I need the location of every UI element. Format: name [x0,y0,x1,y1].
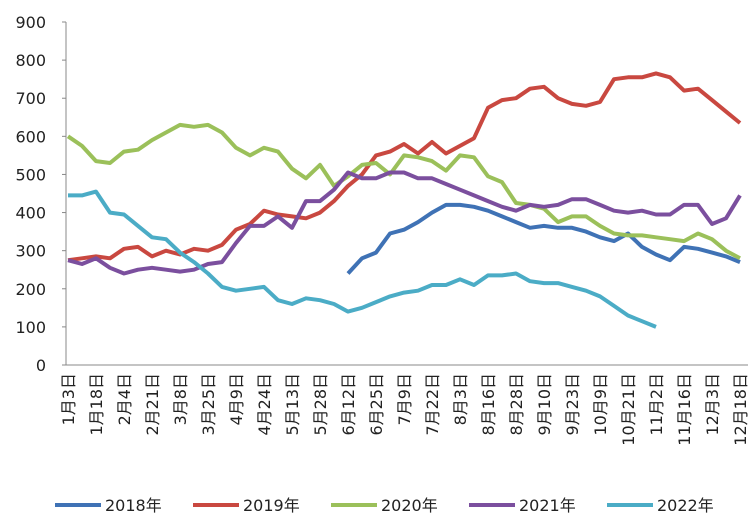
x-tick-label: 1月3日 [59,373,78,425]
legend-label: 2020年 [381,496,438,515]
x-tick-label: 9月23日 [563,373,582,436]
y-tick-label: 500 [15,165,46,184]
legend-label: 2019年 [243,496,300,515]
x-tick-label: 2月4日 [115,373,134,425]
x-tick-label: 4月24日 [255,373,274,436]
series-line [67,170,742,276]
x-tick-label: 11月16日 [675,373,694,446]
legend-label: 2018年 [105,496,162,515]
y-tick-label: 800 [15,51,46,70]
x-tick-label: 6月25日 [367,373,386,436]
y-tick-label: 300 [15,242,46,261]
x-tick-label: 11月2日 [647,373,666,436]
x-tick-label: 7月22日 [423,373,442,436]
y-tick-label: 700 [15,89,46,108]
x-tick-label: 3月8日 [171,373,190,425]
x-tick-label: 4月9日 [227,373,246,425]
y-tick-label: 600 [15,127,46,146]
x-tick-label: 6月12日 [339,373,358,436]
x-tick-label: 9月10日 [535,373,554,436]
x-tick-label: 1月18日 [87,373,106,436]
series-line [67,71,742,263]
series-line [68,189,657,329]
x-tick-label: 10月9日 [591,373,610,436]
legend-label: 2021年 [519,496,576,515]
series-line [346,202,741,275]
y-tick-label: 900 [15,13,46,32]
y-tick-label: 200 [15,280,46,299]
x-tick-label: 5月13日 [283,373,302,436]
x-tick-label: 10月21日 [619,373,638,446]
x-tick-label: 8月16日 [479,373,498,436]
x-tick-label: 5月28日 [311,373,330,436]
x-tick-label: 3月25日 [199,373,218,436]
y-tick-label: 100 [15,318,46,337]
legend-label: 2022年 [657,496,714,515]
x-tick-label: 8月28日 [507,373,526,436]
x-tick-label: 2月21日 [143,373,162,436]
x-tick-label: 12月18日 [731,373,748,446]
x-tick-label: 7月9日 [395,373,414,425]
y-tick-label: 0 [36,356,46,375]
x-tick-label: 8月3日 [451,373,470,425]
series-line [66,122,741,261]
x-tick-label: 12月3日 [703,373,722,436]
y-tick-label: 400 [15,204,46,223]
